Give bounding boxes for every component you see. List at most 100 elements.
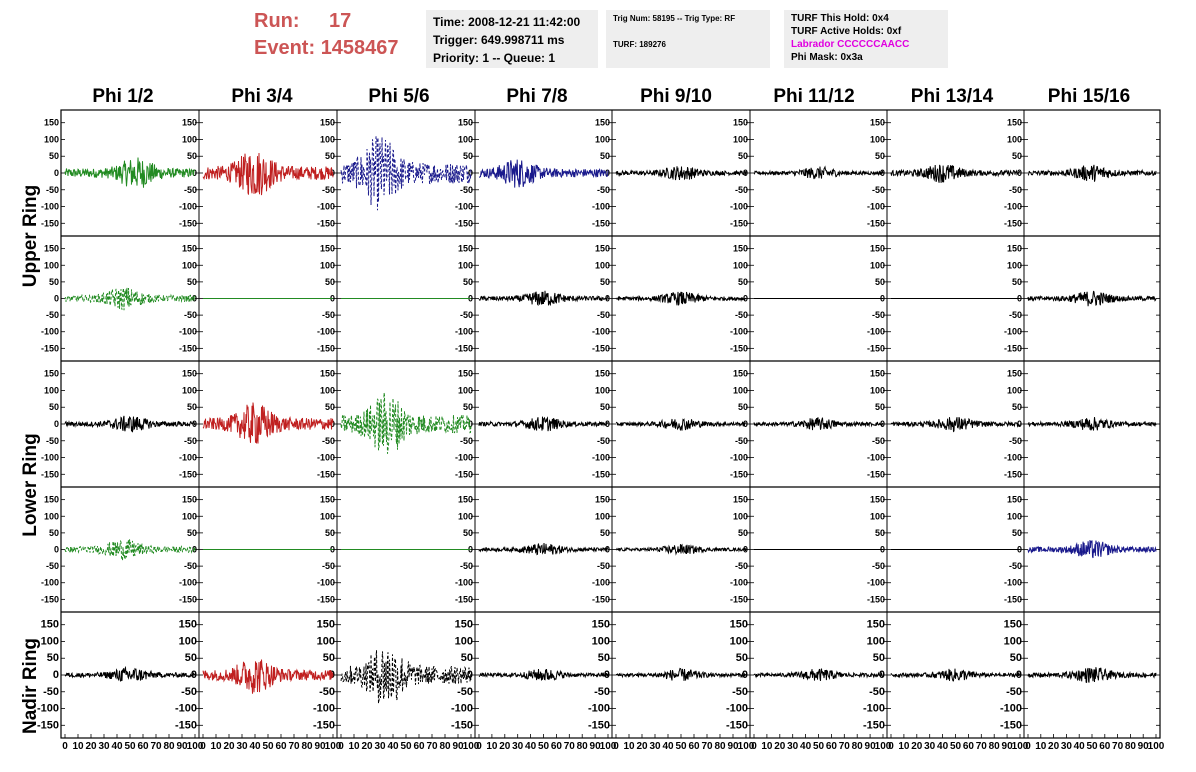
x-tick-label: 100 [187, 741, 204, 752]
y-tick-label: 50 [49, 277, 59, 287]
y-tick-label: 150 [458, 495, 473, 505]
y-tick-label: -50 [735, 185, 748, 195]
x-tick-label: 100 [875, 741, 892, 752]
y-tick-label: 150 [44, 118, 59, 128]
y-tick-label: -150 [175, 719, 197, 731]
waveform-upper-1-col-3 [340, 136, 472, 211]
y-tick-label: -100 [175, 703, 197, 715]
y-tick-label: 150 [458, 369, 473, 379]
x-tick-label: 90 [314, 741, 326, 752]
y-tick-label: 0 [54, 294, 59, 304]
y-tick-label: 50 [325, 151, 335, 161]
y-tick-label: 100 [182, 511, 197, 521]
y-tick-label: -50 [46, 185, 59, 195]
y-tick-label: -100 [317, 327, 335, 337]
y-tick-label: 150 [733, 495, 748, 505]
y-tick-label: 150 [730, 619, 748, 631]
y-tick-label: -150 [455, 469, 473, 479]
column-header-phi-13-14: Phi 13/14 [910, 86, 994, 107]
y-tick-label: -100 [867, 578, 885, 588]
x-tick-label: 70 [1112, 741, 1124, 752]
x-tick-label: 90 [727, 741, 739, 752]
y-tick-label: 100 [182, 260, 197, 270]
phi-mask-text: Phi Mask: 0x3a [791, 52, 863, 63]
y-tick-label: 150 [44, 369, 59, 379]
x-tick-label: 100 [600, 741, 617, 752]
y-tick-label: 100 [733, 385, 748, 395]
y-tick-label: 50 [1012, 277, 1022, 287]
y-tick-label: -150 [41, 594, 59, 604]
y-tick-label: 150 [870, 118, 885, 128]
waveform-lower-1-col-7 [890, 416, 1021, 433]
y-tick-label: -50 [735, 310, 748, 320]
y-tick-label: 100 [44, 260, 59, 270]
y-tick-label: 150 [1007, 244, 1022, 254]
y-tick-label: 50 [325, 528, 335, 538]
y-tick-label: 100 [870, 385, 885, 395]
y-tick-label: -100 [592, 202, 610, 212]
y-tick-label: -150 [317, 343, 335, 353]
y-tick-label: 100 [867, 635, 885, 647]
y-tick-label: 50 [600, 402, 610, 412]
x-tick-label: 30 [649, 741, 661, 752]
x-tick-label: 20 [223, 741, 235, 752]
x-tick-label: 50 [950, 741, 962, 752]
waveform-upper-2-col-5 [615, 291, 747, 306]
x-tick-label: 50 [675, 741, 687, 752]
y-tick-label: -50 [46, 561, 59, 571]
x-tick-label: 20 [499, 741, 511, 752]
y-tick-label: -100 [726, 703, 748, 715]
y-tick-label: -50 [181, 686, 197, 698]
waveform-lower-2-col-8 [1027, 539, 1157, 559]
x-tick-label: 90 [1138, 741, 1150, 752]
y-tick-label: -150 [317, 594, 335, 604]
y-tick-label: -100 [41, 453, 59, 463]
run-label: Run: [254, 10, 300, 32]
y-tick-label: -150 [730, 469, 748, 479]
column-header-phi-11-12: Phi 11/12 [773, 86, 855, 107]
y-tick-label: 100 [595, 385, 610, 395]
y-tick-label: 100 [1007, 134, 1022, 144]
waveform-upper-2-col-4 [478, 290, 609, 307]
y-tick-label: -150 [179, 594, 197, 604]
trig-info-box: Trig Num: 58195 -- Trig Type: RF TURF: 1… [606, 10, 770, 68]
y-tick-label: 50 [463, 402, 473, 412]
y-tick-label: 100 [870, 260, 885, 270]
column-header-phi-9-10: Phi 9/10 [640, 86, 712, 107]
y-tick-label: 50 [185, 652, 197, 664]
x-tick-label: 100 [463, 741, 480, 752]
y-tick-label: 50 [873, 652, 885, 664]
x-tick-label: 90 [1002, 741, 1014, 752]
x-tick-label: 10 [623, 741, 635, 752]
y-tick-label: 0 [54, 419, 59, 429]
y-tick-label: 100 [870, 511, 885, 521]
y-tick-label: -50 [460, 561, 473, 571]
x-tick-label: 90 [865, 741, 877, 752]
y-tick-label: -150 [37, 719, 59, 731]
x-tick-label: 10 [210, 741, 222, 752]
column-header-phi-3-4: Phi 3/4 [231, 86, 293, 107]
y-tick-label: -100 [41, 578, 59, 588]
y-tick-label: 150 [595, 495, 610, 505]
waveform-nadir-col-3 [340, 650, 472, 704]
y-tick-label: 50 [875, 528, 885, 538]
y-tick-label: -50 [1009, 436, 1022, 446]
y-tick-label: -100 [592, 453, 610, 463]
waveform-lower-1-col-1 [64, 415, 196, 433]
y-tick-label: 50 [49, 151, 59, 161]
waveform-lower-1-col-8 [1027, 417, 1157, 431]
y-tick-label: -50 [457, 686, 473, 698]
y-tick-label: -150 [179, 469, 197, 479]
y-tick-label: 50 [323, 652, 335, 664]
y-tick-label: 100 [320, 511, 335, 521]
column-header-phi-15-16: Phi 15/16 [1047, 86, 1131, 107]
y-tick-label: -50 [46, 436, 59, 446]
y-tick-label: 50 [49, 528, 59, 538]
y-tick-label: 50 [47, 652, 59, 664]
y-tick-label: 50 [875, 277, 885, 287]
x-tick-label: 20 [361, 741, 373, 752]
y-tick-label: -50 [735, 561, 748, 571]
waveform-lower-1-col-5 [615, 418, 747, 431]
y-tick-label: -150 [1000, 719, 1022, 731]
y-tick-label: -100 [455, 578, 473, 588]
